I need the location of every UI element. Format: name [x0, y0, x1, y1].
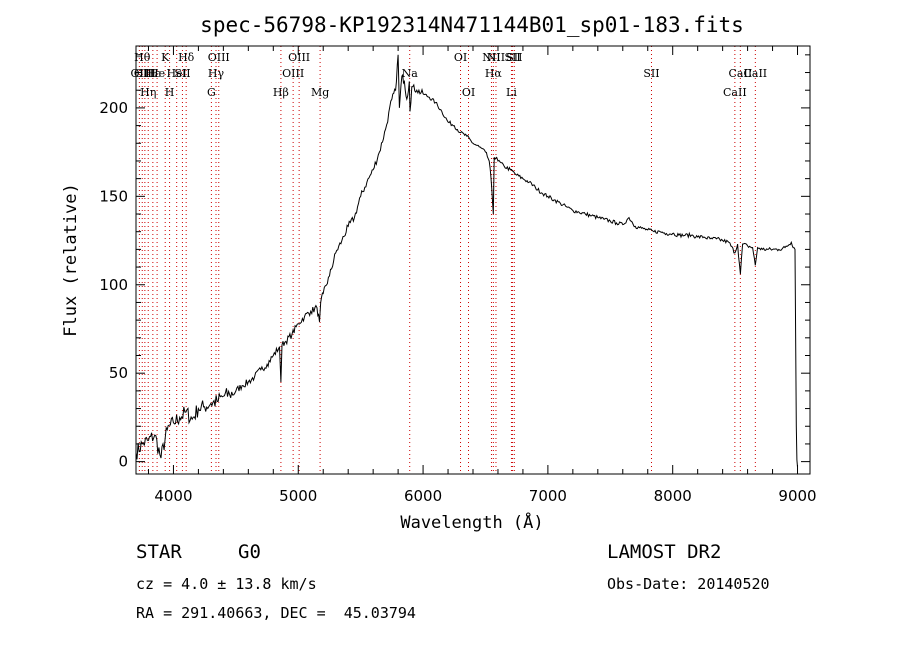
- line-label: CaII: [729, 67, 753, 80]
- line-label: CaII: [743, 67, 767, 80]
- y-tick-label: 50: [109, 364, 128, 382]
- object-subclass: G0: [238, 541, 261, 563]
- line-label: OIII: [282, 67, 304, 80]
- coordinates: RA = 291.40663, DEC = 45.03794: [136, 604, 416, 622]
- line-label: Hα: [485, 67, 503, 80]
- x-axis-label: Wavelength (Å): [400, 511, 543, 533]
- observation-date: Obs-Date: 20140520: [607, 575, 770, 593]
- line-label: He: [149, 67, 165, 80]
- line-label: G: [207, 86, 216, 99]
- y-tick-label: 100: [99, 276, 128, 294]
- survey-release: LAMOST DR2: [607, 541, 722, 563]
- line-label: H: [165, 86, 175, 99]
- line-label: Hδ: [178, 51, 195, 64]
- x-axis-ticks: 4000 5000 6000 7000 8000 9000: [147, 46, 817, 505]
- line-label: Hθ: [134, 51, 151, 64]
- line-label: OIII: [208, 51, 230, 64]
- line-label: OII: [131, 67, 149, 80]
- y-tick-label: 0: [118, 453, 128, 471]
- line-label: Hη: [140, 86, 156, 99]
- line-label: K: [161, 51, 170, 64]
- plot-frame: [135, 45, 811, 475]
- x-tick-label: 6000: [404, 487, 442, 505]
- line-label: OI: [462, 86, 475, 99]
- line-label: SII: [504, 51, 520, 64]
- line-label: Hε: [145, 67, 161, 80]
- y-axis-ticks: 0 50 100 150 200: [99, 54, 810, 471]
- line-label: SII: [506, 51, 522, 64]
- line-label: Hγ: [208, 67, 225, 80]
- line-label: SII: [174, 67, 190, 80]
- line-label: CaII: [723, 86, 747, 99]
- y-tick-label: 200: [99, 99, 128, 117]
- line-label: NII: [482, 51, 500, 64]
- x-tick-label: 5000: [279, 487, 317, 505]
- line-label: OIII: [134, 67, 156, 80]
- object-class: STAR: [136, 541, 182, 563]
- line-label: Mg: [311, 86, 329, 99]
- line-label: NII: [487, 51, 505, 64]
- redshift-velocity: cz = 4.0 ± 13.8 km/s: [136, 575, 317, 593]
- line-label: OIII: [288, 51, 310, 64]
- x-tick-label: 9000: [778, 487, 816, 505]
- y-axis-label: Flux (relative): [61, 183, 81, 337]
- spectrum-line: [135, 54, 798, 467]
- chart-title: spec-56798-KP192314N471144B01_sp01-183.f…: [200, 13, 744, 37]
- x-tick-label: 8000: [654, 487, 692, 505]
- y-tick-label: 150: [99, 187, 128, 205]
- line-label: Li: [506, 86, 517, 99]
- x-tick-label: 7000: [529, 487, 567, 505]
- spectral-line-markers: [138, 46, 756, 474]
- line-label: SII: [643, 67, 659, 80]
- line-label: Na: [402, 67, 419, 80]
- line-label: HeI: [166, 67, 186, 80]
- x-tick-label: 4000: [154, 487, 192, 505]
- spectral-line-labels: OIIHθOIIIHηHεHeKHHeISIIHδGHγOIIIHβOIIIOI…: [131, 51, 768, 99]
- line-label: Hβ: [273, 86, 289, 99]
- line-label: OI: [454, 51, 467, 64]
